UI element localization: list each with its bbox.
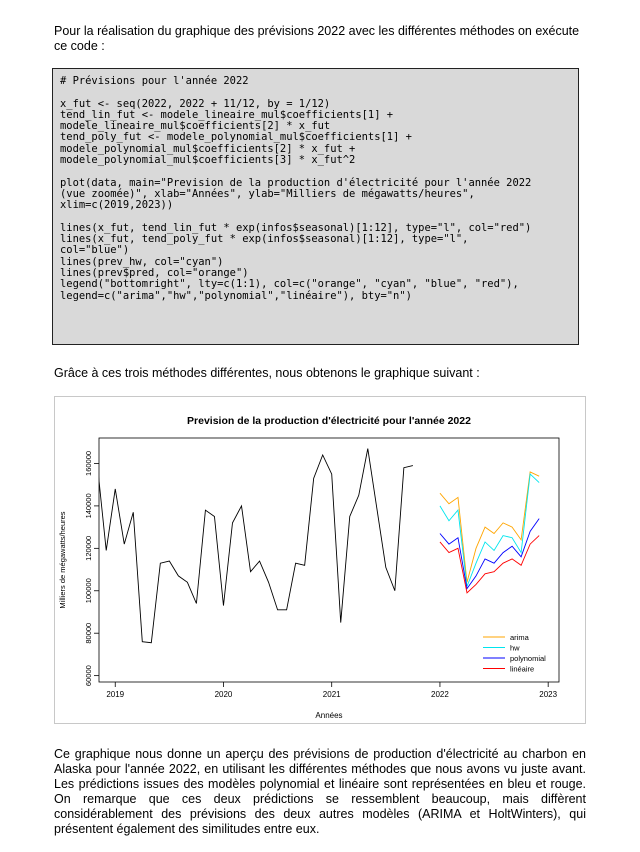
legend-label: linéaire xyxy=(510,665,534,674)
y-tick-label: 160000 xyxy=(84,451,93,476)
legend-label: arima xyxy=(510,633,530,642)
history-line xyxy=(99,448,413,644)
legend-label: hw xyxy=(510,644,520,653)
x-tick-label: 2019 xyxy=(106,690,124,699)
code-block: # Prévisions pour l'année 2022 x_fut <- … xyxy=(52,68,579,345)
chart-title: Prevision de la production d'électricité… xyxy=(187,415,471,427)
forecast-line-arima xyxy=(439,471,540,583)
y-tick-label: 60000 xyxy=(84,665,93,686)
forecast-chart: Prevision de la production d'électricité… xyxy=(54,396,586,724)
code-text: # Prévisions pour l'année 2022 x_fut <- … xyxy=(60,75,532,302)
x-tick-label: 2023 xyxy=(539,690,557,699)
y-tick-label: 80000 xyxy=(84,623,93,644)
x-tick-label: 2022 xyxy=(431,690,449,699)
legend-label: polynomial xyxy=(510,654,546,663)
forecast-line-hw xyxy=(439,473,540,587)
plot-frame xyxy=(98,437,560,683)
conclusion-paragraph: Ce graphique nous donne un aperçu des pr… xyxy=(54,747,586,836)
forecast-line-polynomial xyxy=(439,518,540,590)
chart-svg: Prevision de la production d'électricité… xyxy=(58,415,560,720)
x-tick-label: 2021 xyxy=(323,690,341,699)
x-axis-label: Années xyxy=(315,711,342,720)
chart-intro-paragraph: Grâce à ces trois méthodes différentes, … xyxy=(54,366,480,380)
y-tick-label: 120000 xyxy=(84,536,93,561)
x-tick-label: 2020 xyxy=(215,690,233,699)
y-tick-label: 140000 xyxy=(84,493,93,518)
intro-paragraph: Pour la réalisation du graphique des pré… xyxy=(54,24,580,53)
forecast-line-lineaire xyxy=(439,535,540,594)
y-tick-label: 100000 xyxy=(84,578,93,603)
y-axis-label: Milliers de mégawatts/heures xyxy=(58,511,67,608)
